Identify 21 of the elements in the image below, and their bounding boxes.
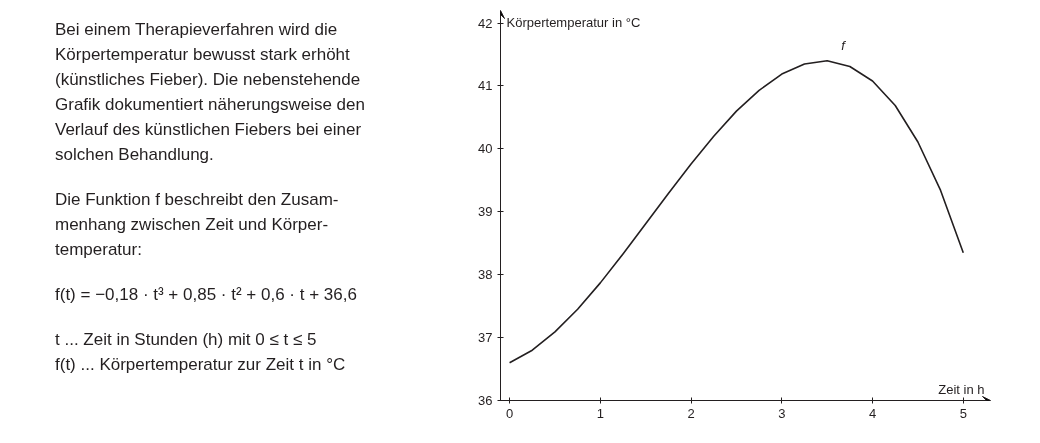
y-tick-label: 38 (478, 267, 493, 283)
y-tick-label: 41 (478, 78, 493, 94)
text: f(t) = −0,18 · t³ + 0,85 · t² + 0,6 · t + 36,6 (55, 284, 358, 306)
x-tick-label: 0 (505, 405, 514, 421)
series-label: f (841, 37, 847, 53)
y-tick-label: 39 (478, 204, 493, 220)
line-series (508, 60, 965, 364)
x-tick-label: 1 (596, 405, 604, 421)
x-tick-label: 4 (868, 405, 877, 421)
y-tick-label: 37 (478, 330, 493, 346)
x-tick-label: 2 (687, 405, 695, 421)
text: Bei einem Therapieverfahren wird die Körpertemperatur bewusst stark erhöht (künstliches Fieber). Die nebenstehende Grafik dokumentiert näherungsweise den Verlauf des künstlichen Fiebers bei einer solchen Behandlung. (55, 19, 365, 166)
y-tick-label: 42 (478, 15, 493, 31)
y-axis-title: Körpertemperatur in °C (506, 14, 641, 30)
text: t ... Zeit in Stunden (h) mit 0 ≤ t ≤ 5 f(t) ... Körpertemperatur zur Zeit t in °C (55, 329, 347, 376)
y-tick-label: 40 (478, 141, 493, 157)
x-tick-label: 5 (959, 405, 967, 421)
x-axis-title: Zeit in h (938, 381, 985, 397)
x-tick-label: 3 (778, 405, 786, 421)
text: Die Funktion f beschreibt den Zusam- menhang zwischen Zeit und Körper- temperatur: (55, 189, 340, 261)
y-tick-label: 36 (478, 393, 493, 408)
